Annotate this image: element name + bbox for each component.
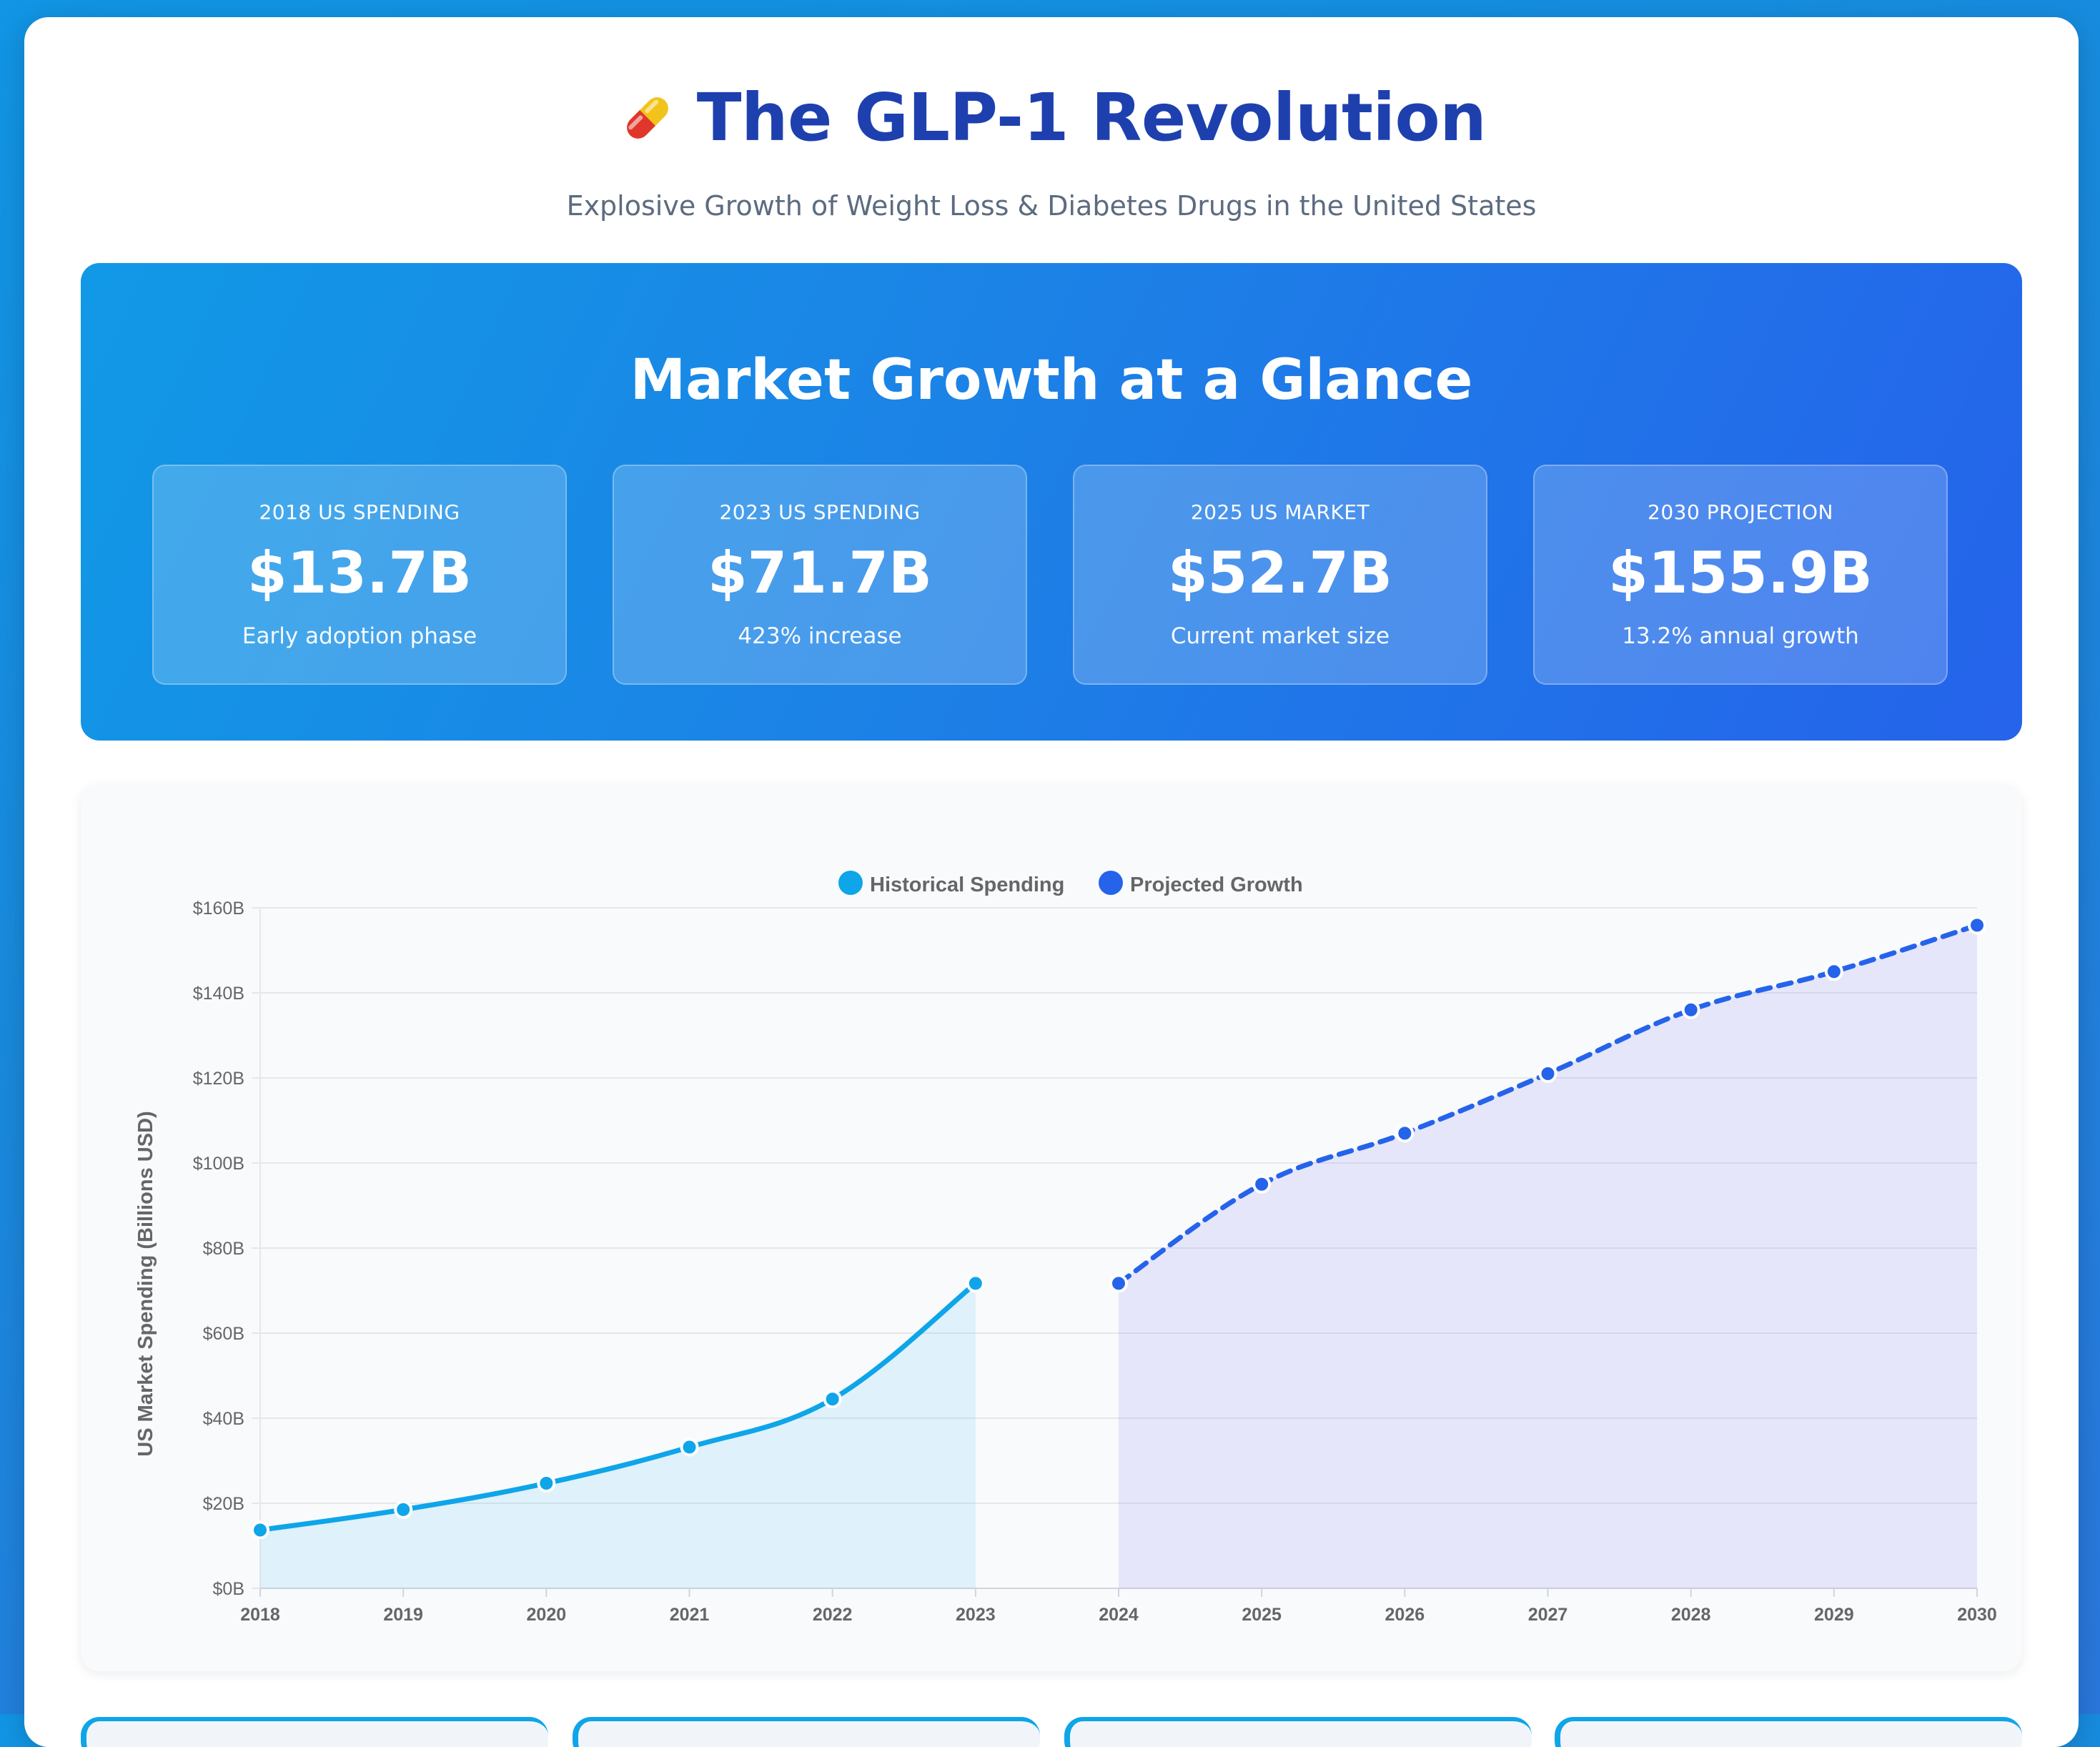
series-area-historical xyxy=(260,1283,976,1588)
x-tick-label: 2027 xyxy=(1528,1605,1568,1625)
info-card-2 xyxy=(573,1717,1040,1747)
legend-projected-label[interactable]: Projected Growth xyxy=(1130,874,1303,896)
header: The GLP-1 Revolution Explosive Growth of… xyxy=(24,17,2079,253)
stat-label: 2030 PROJECTION xyxy=(1648,500,1833,524)
stat-subtext: 13.2% annual growth xyxy=(1622,623,1859,649)
y-tick-label: $60B xyxy=(203,1324,244,1344)
grid-layer xyxy=(252,907,1978,1597)
x-tick-label: 2026 xyxy=(1385,1605,1425,1625)
x-tick-label: 2028 xyxy=(1671,1605,1711,1625)
x-tick-label: 2023 xyxy=(956,1605,996,1625)
series-line-historical xyxy=(257,1280,979,1533)
y-tick-label: $40B xyxy=(203,1409,244,1429)
series-area-projected xyxy=(1119,925,1977,1588)
stat-card-2030: 2030 PROJECTION $155.9B 13.2% annual gro… xyxy=(1533,465,1948,685)
pill-icon xyxy=(626,97,668,139)
data-point[interactable] xyxy=(537,1474,556,1493)
stat-card-2025: 2025 US MARKET $52.7B Current market siz… xyxy=(1073,465,1487,685)
info-card-4 xyxy=(1555,1717,2022,1747)
legend: Historical Spending Projected Growth xyxy=(838,871,1303,896)
data-point[interactable] xyxy=(1252,1174,1272,1194)
data-point[interactable] xyxy=(680,1437,699,1457)
title-row: The GLP-1 Revolution xyxy=(24,85,2079,151)
data-point[interactable] xyxy=(251,1520,269,1540)
y-axis-title: US Market Spending (Billions USD) xyxy=(134,1111,157,1456)
y-tick-label: $80B xyxy=(203,1239,244,1259)
x-tick-label: 2029 xyxy=(1814,1605,1854,1625)
glance-title: Market Growth at a Glance xyxy=(630,348,1473,412)
y-tick-label: $20B xyxy=(203,1494,244,1514)
legend-historical-marker[interactable] xyxy=(838,871,863,895)
point-layer xyxy=(251,916,1986,1540)
stat-subtext: 423% increase xyxy=(738,623,902,649)
stat-value: $71.7B xyxy=(707,540,933,606)
growth-chart: $0B $20B $40B $60B $80B $100B $120B $140B $160B 2… xyxy=(134,871,1997,1625)
data-point[interactable] xyxy=(1395,1124,1415,1143)
x-tick-label: 2024 xyxy=(1099,1605,1139,1625)
y-tick-label: $100B xyxy=(193,1154,244,1174)
data-point[interactable] xyxy=(823,1390,842,1409)
y-tick-label: $140B xyxy=(193,984,244,1004)
x-tick-label: 2025 xyxy=(1242,1605,1282,1625)
legend-historical-label[interactable]: Historical Spending xyxy=(870,874,1064,896)
y-tick-label: $160B xyxy=(193,899,244,919)
info-card-3 xyxy=(1064,1717,1532,1747)
stat-card-2023: 2023 US SPENDING $71.7B 423% increase xyxy=(613,465,1027,685)
stat-label: 2023 US SPENDING xyxy=(719,500,921,524)
x-tick-label: 2030 xyxy=(1957,1605,1997,1625)
stat-label: 2018 US SPENDING xyxy=(259,500,460,524)
info-card-1 xyxy=(81,1717,548,1747)
y-tick-label: $0B xyxy=(213,1579,244,1599)
stat-value: $155.9B xyxy=(1608,540,1873,606)
stat-label: 2025 US MARKET xyxy=(1190,500,1370,524)
data-point[interactable] xyxy=(1681,1000,1700,1019)
x-tick-label: 2019 xyxy=(383,1605,423,1625)
data-point[interactable] xyxy=(1968,916,1986,935)
data-point[interactable] xyxy=(1538,1064,1557,1084)
page-title: The GLP-1 Revolution xyxy=(696,79,1487,156)
stat-subtext: Current market size xyxy=(1170,623,1390,649)
data-point[interactable] xyxy=(394,1500,413,1519)
legend-projected-marker[interactable] xyxy=(1099,871,1123,895)
x-tick-label: 2022 xyxy=(813,1605,853,1625)
fill-layer xyxy=(260,925,1977,1588)
data-point[interactable] xyxy=(1824,962,1843,981)
x-tick-label: 2018 xyxy=(240,1605,280,1625)
data-point[interactable] xyxy=(1109,1274,1128,1293)
data-point[interactable] xyxy=(966,1274,985,1293)
stat-subtext: Early adoption phase xyxy=(242,623,477,649)
stat-value: $52.7B xyxy=(1167,540,1393,606)
glance-panel: Market Growth at a Glance 2018 US SPENDI… xyxy=(81,263,2022,741)
page-subtitle: Explosive Growth of Weight Loss & Diabet… xyxy=(566,190,1537,222)
label-layer: $0B $20B $40B $60B $80B $100B $120B $140B $160B 2… xyxy=(193,899,1997,1625)
x-tick-label: 2020 xyxy=(527,1605,567,1625)
page-card: The GLP-1 Revolution Explosive Growth of… xyxy=(24,17,2079,1747)
x-tick-label: 2021 xyxy=(670,1605,710,1625)
y-tick-label: $120B xyxy=(193,1069,244,1089)
stat-card-2018: 2018 US SPENDING $13.7B Early adoption p… xyxy=(152,465,567,685)
chart-panel: $0B $20B $40B $60B $80B $100B $120B $140B $160B 2… xyxy=(81,785,2022,1671)
stat-value: $13.7B xyxy=(247,540,472,606)
